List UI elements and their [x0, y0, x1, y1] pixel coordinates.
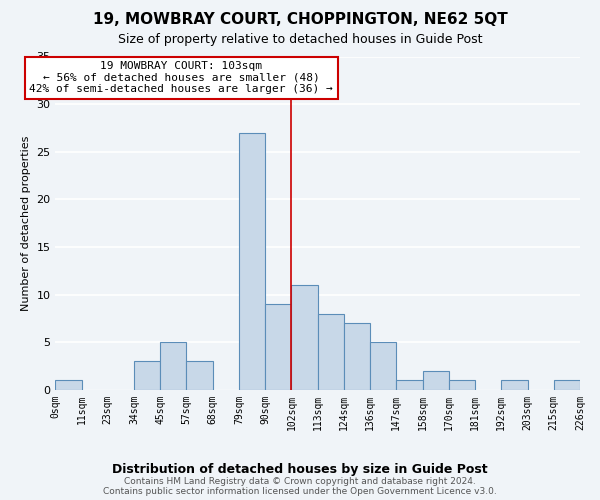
Bar	[554, 380, 580, 390]
Bar	[187, 362, 212, 390]
Text: 19, MOWBRAY COURT, CHOPPINGTON, NE62 5QT: 19, MOWBRAY COURT, CHOPPINGTON, NE62 5QT	[92, 12, 508, 28]
Bar	[292, 285, 317, 390]
Bar	[239, 132, 265, 390]
Text: 19 MOWBRAY COURT: 103sqm
← 56% of detached houses are smaller (48)
42% of semi-d: 19 MOWBRAY COURT: 103sqm ← 56% of detach…	[29, 62, 333, 94]
Bar	[370, 342, 397, 390]
Text: Size of property relative to detached houses in Guide Post: Size of property relative to detached ho…	[118, 32, 482, 46]
Bar	[317, 314, 344, 390]
Bar	[265, 304, 292, 390]
Bar	[134, 362, 160, 390]
Bar	[449, 380, 475, 390]
Bar	[344, 323, 370, 390]
Y-axis label: Number of detached properties: Number of detached properties	[21, 136, 31, 311]
Text: Contains public sector information licensed under the Open Government Licence v3: Contains public sector information licen…	[103, 487, 497, 496]
Text: Contains HM Land Registry data © Crown copyright and database right 2024.: Contains HM Land Registry data © Crown c…	[124, 478, 476, 486]
Text: Distribution of detached houses by size in Guide Post: Distribution of detached houses by size …	[112, 462, 488, 475]
Bar	[55, 380, 82, 390]
Bar	[397, 380, 422, 390]
Bar	[422, 371, 449, 390]
Bar	[160, 342, 187, 390]
Bar	[501, 380, 527, 390]
